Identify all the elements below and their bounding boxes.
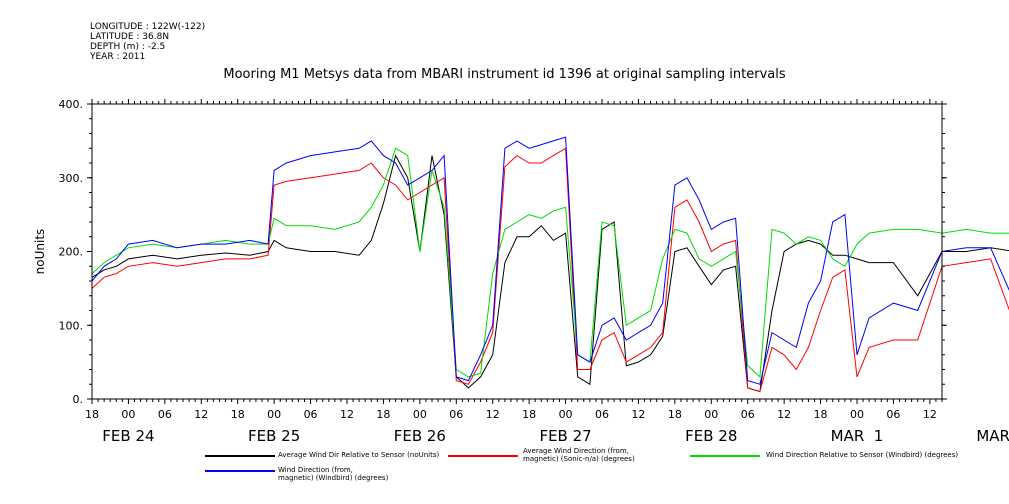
legend-swatch-2 [690, 455, 760, 457]
hour-tick-label: 06 [886, 408, 900, 421]
hour-tick-label: 18 [85, 408, 99, 421]
legend-label-0: Average Wind Dir Relative to Sensor (noU… [278, 451, 440, 459]
series-line-3 [91, 136, 1009, 385]
hour-tick-label: 00 [267, 408, 281, 421]
y-tick-label: 400. [59, 98, 84, 111]
hour-tick-label: 18 [814, 408, 828, 421]
legend-label-2: Wind Direction Relative to Sensor (Windb… [766, 451, 959, 459]
hour-tick-label: 06 [595, 408, 609, 421]
legend-label-1: Average Wind Direction (from, magnetic) … [523, 447, 635, 463]
y-tick-label: 300. [59, 172, 84, 185]
chart-title: Mooring M1 Metsys data from MBARI instru… [223, 67, 786, 82]
hour-tick-label: 12 [194, 408, 208, 421]
depth-label: DEPTH (m) : -2.5 [90, 42, 166, 52]
hour-tick-label: 00 [413, 408, 427, 421]
y-tick-label: 100. [59, 319, 84, 332]
day-tick-label: FEB 24 [102, 427, 154, 445]
hour-tick-label: 06 [304, 408, 318, 421]
hour-tick-label: 06 [158, 408, 172, 421]
hour-tick-label: 00 [850, 408, 864, 421]
y-tick-label: 200. [59, 246, 84, 259]
hour-tick-label: 18 [376, 408, 390, 421]
hour-tick-label: 00 [559, 408, 573, 421]
year-label: YEAR : 2011 [90, 52, 146, 62]
legend-swatch-1 [448, 455, 518, 457]
series-line-1 [91, 147, 1009, 393]
series-line-0 [91, 154, 1009, 393]
hour-tick-label: 12 [777, 408, 791, 421]
day-tick-label: FEB 26 [394, 427, 446, 445]
series-line-2 [91, 147, 1009, 378]
hour-tick-label: 06 [449, 408, 463, 421]
hour-tick-label: 12 [486, 408, 500, 421]
hour-tick-label: 18 [668, 408, 682, 421]
plot-frame [91, 103, 943, 400]
legend-swatch-3 [205, 470, 275, 472]
hour-tick-label: 00 [704, 408, 718, 421]
hour-tick-label: 18 [522, 408, 536, 421]
day-tick-label: FEB 28 [685, 427, 737, 445]
hour-tick-label: 12 [631, 408, 645, 421]
latitude-label: LATITUDE : 36.8N [90, 32, 170, 42]
day-tick-label: FEB 25 [248, 427, 300, 445]
metadata-block: LONGITUDE : 122W(-122) LATITUDE : 36.8N … [90, 22, 205, 62]
hour-tick-label: 12 [923, 408, 937, 421]
day-tick-label: MAR 2 [976, 427, 1009, 445]
hour-tick-label: 00 [121, 408, 135, 421]
y-axis-label: noUnits [33, 229, 47, 275]
hour-tick-label: 12 [340, 408, 354, 421]
day-tick-label: FEB 27 [539, 427, 591, 445]
day-tick-label: MAR 1 [831, 427, 884, 445]
legend-label-3: Wind Direction (from, magnetic) (Windbir… [278, 466, 389, 482]
hour-tick-label: 06 [741, 408, 755, 421]
y-tick-label: 0. [73, 393, 84, 406]
longitude-label: LONGITUDE : 122W(-122) [90, 22, 206, 32]
legend-swatch-0 [205, 455, 275, 457]
hour-tick-label: 18 [231, 408, 245, 421]
